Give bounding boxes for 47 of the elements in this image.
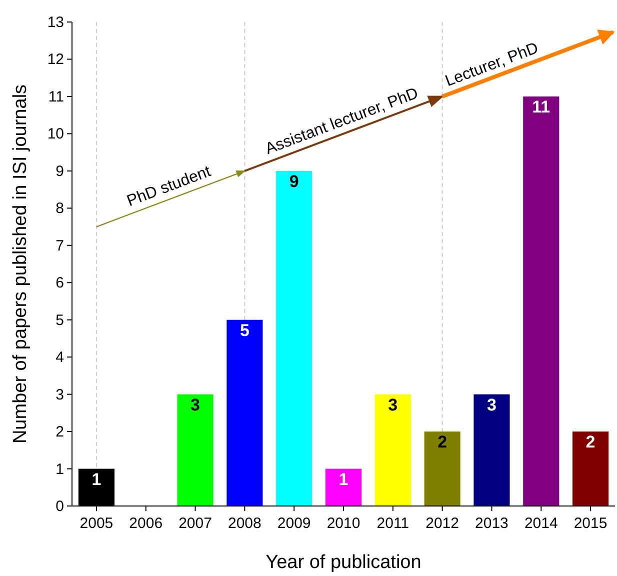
bar <box>474 394 510 506</box>
x-tick-label: 2010 <box>326 515 360 532</box>
x-tick-label: 2013 <box>475 515 508 532</box>
x-tick-label: 2006 <box>129 515 163 532</box>
y-tick-label: 8 <box>56 200 64 218</box>
y-tick-label: 2 <box>56 424 64 441</box>
y-tick-label: 5 <box>56 312 64 329</box>
y-tick-label: 4 <box>56 349 64 366</box>
y-tick-label: 7 <box>56 237 64 254</box>
x-tick-label: 2005 <box>80 515 114 532</box>
data-label: 3 <box>190 395 200 414</box>
data-label: 11 <box>532 97 550 116</box>
y-tick-label: 6 <box>56 274 64 292</box>
x-tick-label: 2008 <box>228 515 262 532</box>
x-tick-label: 2009 <box>277 515 311 532</box>
x-tick-label: 2015 <box>574 515 608 532</box>
y-tick-label: 0 <box>56 498 64 515</box>
y-tick-label: 12 <box>47 51 64 68</box>
y-axis-title: Number of papers published in ISI journals <box>10 84 31 444</box>
bar <box>325 468 362 506</box>
x-tick-label: 2012 <box>426 515 460 532</box>
bar <box>226 320 263 506</box>
data-label: 2 <box>438 432 448 452</box>
y-tick-label: 9 <box>56 162 64 180</box>
data-label: 3 <box>486 395 496 414</box>
x-tick-label: 2011 <box>376 515 410 532</box>
data-label: 9 <box>289 172 299 191</box>
data-label: 1 <box>338 470 348 489</box>
bar <box>523 96 560 506</box>
x-tick-label: 2014 <box>524 515 558 532</box>
y-tick-label: 10 <box>47 126 64 143</box>
y-tick-label: 13 <box>47 14 64 31</box>
y-tick-label: 11 <box>48 88 64 106</box>
y-tick-label: 1 <box>56 460 64 478</box>
bar <box>572 432 609 506</box>
data-label: 1 <box>92 470 102 489</box>
x-axis-title: Year of publication <box>266 552 422 573</box>
data-label: 5 <box>240 320 250 340</box>
annotation: PhD student <box>124 162 214 210</box>
bar <box>374 394 411 506</box>
y-tick-label: 3 <box>56 386 64 404</box>
bar <box>276 170 312 506</box>
data-label: 3 <box>388 395 398 414</box>
bar <box>424 432 460 506</box>
bar <box>177 394 214 506</box>
x-tick-label: 2007 <box>178 515 212 532</box>
data-label: 2 <box>586 432 596 452</box>
